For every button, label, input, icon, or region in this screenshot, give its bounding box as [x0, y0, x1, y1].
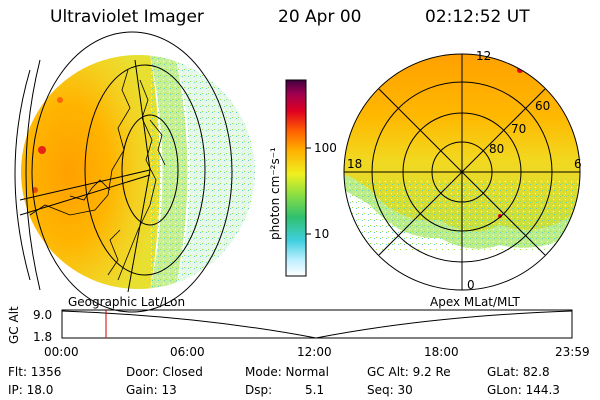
time-label: 02:12:52 UT [425, 7, 530, 27]
sequence-number: Seq: 30 [367, 383, 413, 397]
plot-xtick-1200: 12:00 [297, 345, 332, 359]
colorbar-tick-100: 100 [314, 141, 337, 155]
ip-value: IP: 18.0 [8, 383, 54, 397]
mode-status: Mode: Normal [245, 365, 329, 379]
plot-xtick-0000: 00:00 [44, 345, 79, 359]
geo-latitude: GLat: 82.8 [487, 365, 550, 379]
plot-ytick-low: 1.8 [33, 330, 53, 344]
plot-xtick-1800: 18:00 [424, 345, 459, 359]
mlat-label-70: 70 [511, 122, 527, 136]
gain-value: Gain: 13 [126, 383, 177, 397]
left-map-caption: Geographic Lat/Lon [68, 295, 186, 309]
plot-xtick-2359: 23:59 [555, 345, 590, 359]
right-map-caption: Apex MLat/MLT [430, 295, 520, 309]
flight-number: Flt: 1356 [8, 365, 62, 379]
plot-ytick-high: 9.0 [33, 308, 53, 322]
mlat-label-60: 60 [535, 99, 551, 113]
geo-longitude: GLon: 144.3 [487, 383, 560, 397]
door-status: Door: Closed [126, 365, 203, 379]
gc-altitude: GC Alt: 9.2 Re [367, 365, 451, 379]
date-label: 20 Apr 00 [278, 7, 362, 27]
colorbar-unit-label: photon cm⁻²s⁻¹ [268, 147, 282, 240]
instrument-title: Ultraviolet Imager [50, 7, 204, 27]
left-globe-image [14, 31, 255, 313]
mlt-label-18: 18 [347, 157, 363, 171]
colorbar-tick-10: 10 [314, 227, 330, 241]
mlt-label-0: 0 [467, 278, 475, 292]
mlt-label-6: 6 [574, 157, 582, 171]
dsp-value: 5.1 [305, 383, 325, 397]
mlt-label-12: 12 [476, 49, 492, 63]
right-polar-image [343, 53, 581, 291]
plot-xtick-0600: 06:00 [170, 345, 205, 359]
plot-ylabel: GC Alt [7, 306, 21, 344]
dsp-label: Dsp: [245, 383, 273, 397]
altitude-plot [61, 309, 573, 339]
mlat-label-80: 80 [489, 142, 505, 156]
colorbar [285, 79, 311, 277]
